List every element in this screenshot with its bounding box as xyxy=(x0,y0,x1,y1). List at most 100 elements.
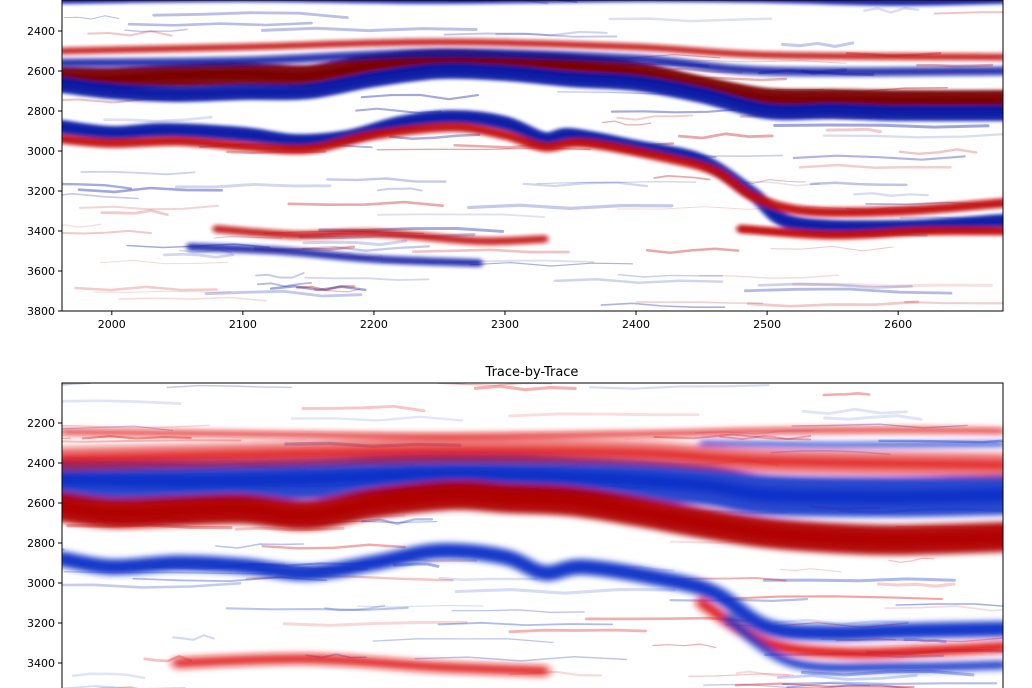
x-tick-label: 2100 xyxy=(229,318,257,331)
texture-streak xyxy=(916,63,994,68)
texture-streak xyxy=(823,414,923,421)
horizon-core-3 xyxy=(62,125,1003,215)
texture-streak xyxy=(786,684,914,688)
y-tick-label: 3400 xyxy=(27,225,55,238)
texture-streak xyxy=(127,21,313,27)
horizon-core-1 xyxy=(62,67,1003,116)
texture-streak xyxy=(933,11,1003,15)
texture-streak xyxy=(467,203,674,211)
texture-streak xyxy=(302,239,408,247)
texture-streak xyxy=(412,248,570,254)
horizon-core-4 xyxy=(726,617,1003,670)
bottom-panel: Trace-by-Trace 2200 2400 2600 2800 3000 3200 3… xyxy=(27,365,1004,688)
texture-streak xyxy=(822,133,1003,139)
texture-streak xyxy=(770,245,894,252)
texture-streak xyxy=(174,182,332,189)
texture-streak xyxy=(62,439,242,443)
texture-streak xyxy=(798,163,952,169)
texture-streak xyxy=(757,282,913,289)
texture-streak xyxy=(779,568,842,573)
texture-streak xyxy=(791,423,968,429)
texture-streak xyxy=(79,204,219,211)
texture-streak xyxy=(652,643,717,648)
y-tick-label: 2200 xyxy=(27,417,55,430)
texture-streak xyxy=(234,526,345,532)
texture-streak xyxy=(719,434,812,440)
texture-streak xyxy=(743,287,953,295)
texture-streak xyxy=(225,606,409,612)
horizon-core-8 xyxy=(215,227,546,243)
x-tick-label: 2200 xyxy=(360,318,388,331)
texture-streak xyxy=(80,170,196,176)
horizon-core-5 xyxy=(62,428,1003,438)
x-tick-label: 2400 xyxy=(622,318,650,331)
y-tick-label: 3200 xyxy=(27,185,55,198)
texture-streak xyxy=(74,285,218,292)
texture-streak xyxy=(124,28,188,33)
texture-streak xyxy=(163,252,235,259)
texture-streak xyxy=(735,670,790,677)
texture-streak xyxy=(536,180,697,185)
texture-streak xyxy=(522,181,649,188)
texture-streak xyxy=(62,192,139,200)
texture-streak xyxy=(438,576,539,582)
texture-streak xyxy=(508,412,700,418)
texture-streak xyxy=(454,587,676,595)
horizon-core-0 xyxy=(62,466,1003,505)
top-axes: 2400 2600 2800 3000 3200 3400 3600 3800 2000 2100… xyxy=(27,25,912,331)
texture-streak xyxy=(809,181,908,187)
texture-streak xyxy=(103,115,213,123)
texture-streak xyxy=(414,656,628,662)
bottom-horizons xyxy=(62,427,1003,677)
texture-streak xyxy=(589,384,770,390)
texture-streak xyxy=(774,618,909,626)
texture-streak xyxy=(287,200,444,207)
texture-streak xyxy=(204,289,363,298)
texture-streak xyxy=(388,133,481,141)
texture-streak xyxy=(677,132,774,140)
texture-streak xyxy=(801,407,908,416)
horizon-core-9 xyxy=(188,245,481,265)
texture-streak xyxy=(269,285,367,292)
bottom-plot-frame xyxy=(61,382,1004,688)
texture-streak xyxy=(773,123,990,129)
texture-streak xyxy=(62,223,102,228)
horizon-core-5 xyxy=(62,0,1003,4)
texture-streak xyxy=(372,638,554,644)
horizon-core-7 xyxy=(62,51,1003,74)
y-tick-label: 2400 xyxy=(27,25,55,38)
texture-streak xyxy=(617,274,724,278)
texture-streak xyxy=(62,685,186,688)
horizon-core-4 xyxy=(739,227,1003,237)
texture-streak xyxy=(261,26,478,33)
texture-streak xyxy=(304,276,430,282)
texture-streak xyxy=(62,437,71,440)
texture-streak xyxy=(688,672,794,677)
y-tick-label: 2400 xyxy=(27,457,55,470)
texture-streak xyxy=(635,301,764,304)
texture-streak xyxy=(888,557,935,564)
texture-streak xyxy=(63,15,120,20)
texture-streak xyxy=(602,120,652,126)
texture-streak xyxy=(776,674,918,681)
horizon-core-6 xyxy=(62,40,1003,59)
texture-streak xyxy=(62,399,182,405)
texture-streak xyxy=(377,213,545,219)
texture-streak xyxy=(792,282,993,288)
texture-streak xyxy=(166,384,293,389)
horizon-core-6 xyxy=(700,441,1003,447)
texture-streak xyxy=(71,672,146,680)
texture-streak xyxy=(746,300,920,308)
y-tick-label: 3000 xyxy=(27,577,55,590)
texture-streak xyxy=(77,186,223,194)
texture-streak xyxy=(600,302,726,308)
texture-streak xyxy=(301,404,426,413)
texture-streak xyxy=(376,187,423,192)
y-tick-label: 3400 xyxy=(27,657,55,670)
texture-streak xyxy=(324,604,386,612)
bottom-axes: 2200 2400 2600 2800 3000 3200 3400 xyxy=(27,417,62,670)
horizon-core-2 xyxy=(62,114,1003,230)
texture-streak xyxy=(118,296,267,302)
texture-streak xyxy=(215,543,305,549)
texture-streak xyxy=(93,290,232,294)
